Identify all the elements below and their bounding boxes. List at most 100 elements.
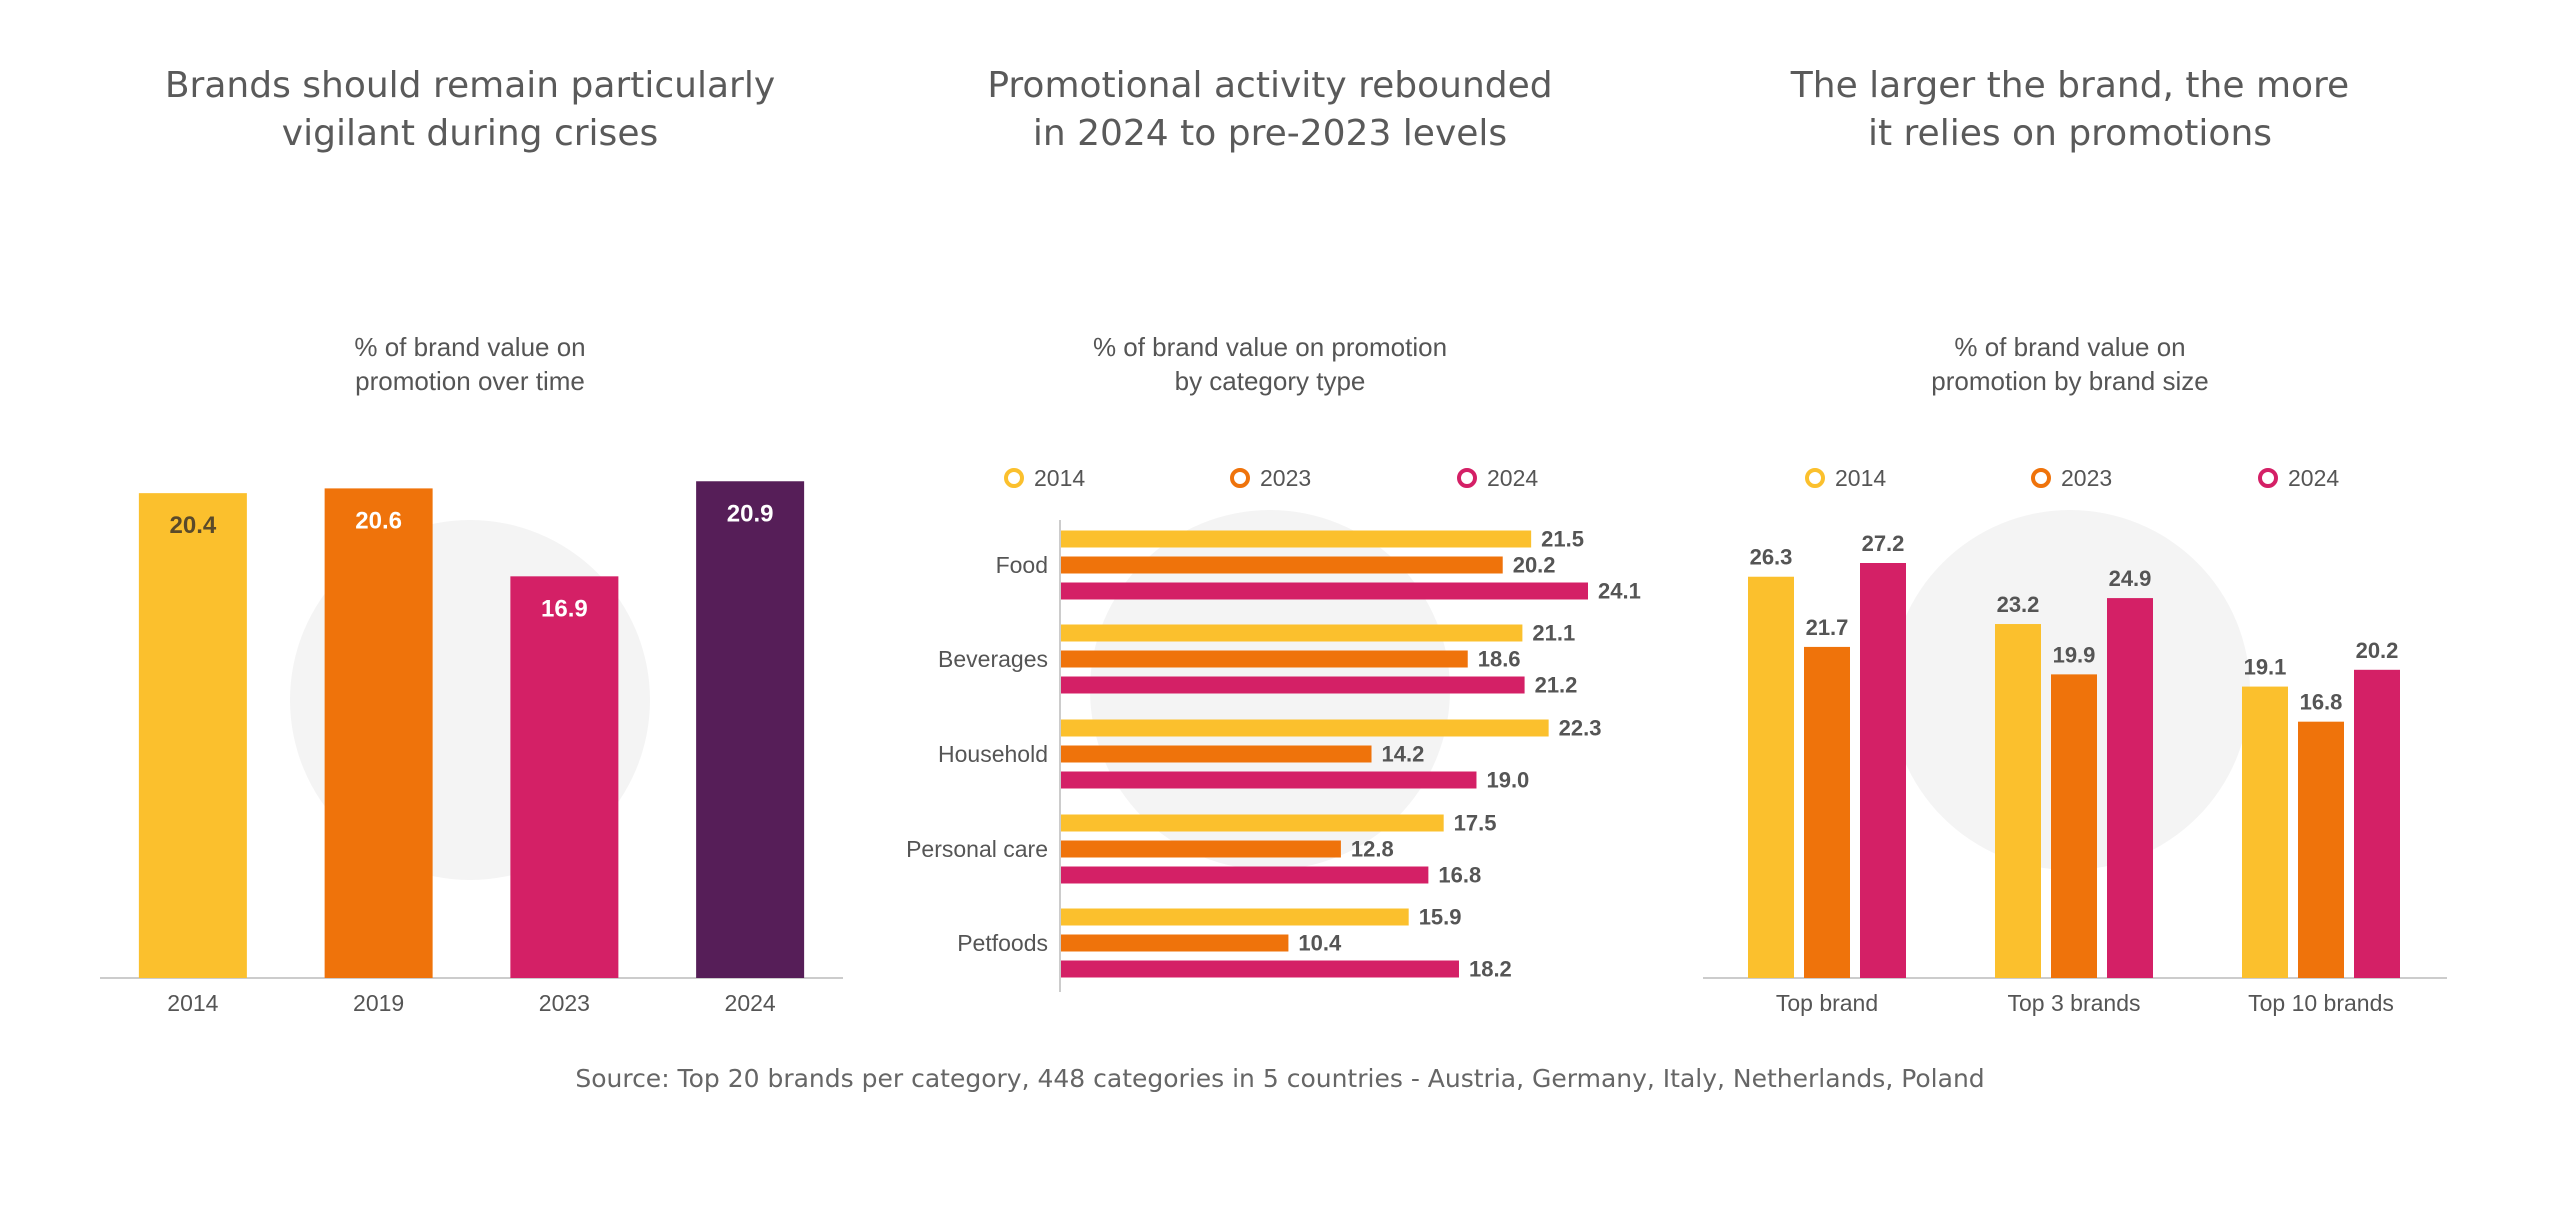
category-label: Household [938, 741, 1048, 767]
panel-headline: The larger the brand, the more it relies… [1790, 65, 2350, 154]
chart-subtitle: % of brand value on promotion by brand s… [1931, 332, 2209, 396]
category-label: Food [996, 552, 1048, 578]
data-label: 20.6 [355, 507, 402, 534]
data-label: 19.0 [1486, 768, 1529, 793]
x-tick-label: Top 10 brands [2248, 990, 2394, 1016]
data-label: 20.2 [1513, 553, 1556, 578]
data-label: 21.7 [1806, 615, 1849, 640]
source-note: Source: Top 20 brands per category, 448 … [575, 1064, 1985, 1093]
chart-subtitle: % of brand value on promotion over time [354, 332, 586, 396]
data-label: 20.4 [170, 512, 217, 539]
bar-top-10-brands-2024 [2354, 669, 2400, 978]
category-label: Petfoods [957, 930, 1048, 956]
bar-food-2023 [1061, 556, 1503, 574]
bar-2014 [138, 493, 247, 978]
bar-beverages-2014 [1061, 624, 1523, 642]
legend-label: 2023 [1260, 465, 1311, 491]
bar-petfoods-2024 [1061, 960, 1459, 978]
bar-household-2024 [1061, 771, 1477, 789]
legend-item-2014: 2014 [1805, 465, 1886, 491]
legend-label: 2024 [2288, 465, 2339, 491]
data-label: 23.2 [1997, 592, 2040, 617]
bar-2019 [324, 488, 433, 978]
chart-subtitle: % of brand value on promotion by categor… [1092, 332, 1448, 396]
bar-2023 [510, 576, 619, 978]
bar-2024 [696, 481, 805, 978]
legend-marker [2258, 468, 2278, 488]
x-tick-label: 2024 [725, 990, 776, 1016]
data-label: 17.5 [1454, 811, 1497, 836]
data-label: 10.4 [1298, 931, 1342, 956]
legend-marker [2031, 468, 2051, 488]
bar-beverages-2024 [1061, 676, 1525, 694]
bar-petfoods-2014 [1061, 908, 1409, 926]
legend-item-2023: 2023 [2031, 465, 2112, 491]
bar-household-2023 [1061, 745, 1372, 763]
legend-label: 2024 [1487, 465, 1538, 491]
data-label: 21.2 [1535, 673, 1578, 698]
chart-bar-over-time: 20.4 2014 20.6 2019 16.9 2023 20.9 2024 [100, 481, 843, 1016]
data-label: 18.2 [1469, 957, 1512, 982]
data-label: 27.2 [1862, 531, 1905, 556]
data-label: 19.9 [2053, 642, 2096, 667]
data-label: 16.8 [2300, 690, 2343, 715]
data-label: 15.9 [1419, 905, 1462, 930]
panel-headline: Promotional activity rebounded in 2024 t… [987, 65, 1553, 154]
panel-promotion-by-category: Promotional activity rebounded in 2024 t… [820, 0, 1720, 1227]
data-label: 20.2 [2356, 638, 2399, 663]
bar-top-3-brands-2024 [2107, 598, 2153, 978]
bar-household-2014 [1061, 719, 1549, 737]
bar-top-10-brands-2014 [2242, 686, 2288, 978]
bar-petfoods-2023 [1061, 934, 1289, 952]
bar-personal-care-2023 [1061, 840, 1341, 858]
legend-item-2024: 2024 [2258, 465, 2339, 491]
bar-personal-care-2014 [1061, 814, 1444, 832]
x-tick-label: 2014 [167, 990, 218, 1016]
legend-marker [1230, 468, 1250, 488]
legend-item-2014: 2014 [1004, 465, 1085, 491]
panel-headline: Brands should remain particularly vigila… [164, 65, 776, 154]
chart-grouped-bar-by-brand-size: 2014 2023 2024 26.3 21.7 27.2 Top brand 23.2 19.… [1703, 465, 2447, 1016]
x-tick-label: 2023 [539, 990, 590, 1016]
legend-marker [1805, 468, 1825, 488]
bar-food-2014 [1061, 530, 1532, 548]
x-tick-label: 2019 [353, 990, 404, 1016]
bar-top-3-brands-2023 [2051, 674, 2097, 978]
bar-top-brand-2024 [1860, 563, 1906, 978]
category-label: Personal care [906, 836, 1048, 862]
legend-label: 2023 [2061, 465, 2112, 491]
data-label: 19.1 [2244, 655, 2287, 680]
bar-personal-care-2024 [1061, 866, 1429, 884]
data-label: 24.9 [2109, 566, 2152, 591]
panel-promotion-over-time: Brands should remain particularly vigila… [0, 0, 940, 1227]
bar-top-brand-2014 [1748, 576, 1794, 978]
legend-marker [1004, 468, 1024, 488]
category-label: Beverages [938, 646, 1048, 672]
chart-hbar-by-category: 2014 2023 2024 Food 21.520.2 24.1 Beverages 21.… [906, 465, 1641, 992]
data-label: 20.9 [727, 500, 774, 527]
data-label: 26.3 [1750, 545, 1793, 570]
legend-item-2023: 2023 [1230, 465, 1311, 491]
data-label: 12.8 [1351, 837, 1394, 862]
legend-item-2024: 2024 [1457, 465, 1538, 491]
bar-top-brand-2023 [1804, 646, 1850, 978]
bar-top-3-brands-2014 [1995, 624, 2041, 978]
data-label: 21.1 [1532, 621, 1575, 646]
legend-label: 2014 [1835, 465, 1886, 491]
data-label: 16.9 [541, 595, 588, 622]
bar-beverages-2023 [1061, 650, 1468, 668]
data-label: 16.8 [1438, 863, 1481, 888]
data-label: 22.3 [1559, 716, 1602, 741]
bar-top-10-brands-2023 [2298, 721, 2344, 978]
x-tick-label: Top 3 brands [2008, 990, 2141, 1016]
legend-label: 2014 [1034, 465, 1085, 491]
data-label: 14.2 [1382, 742, 1425, 767]
bar-food-2024 [1061, 582, 1588, 600]
data-label: 24.1 [1598, 579, 1641, 604]
panel-promotion-by-brand-size: The larger the brand, the more it relies… [1620, 0, 2520, 1227]
data-label: 21.5 [1541, 527, 1584, 552]
x-tick-label: Top brand [1776, 990, 1878, 1016]
legend-marker [1457, 468, 1477, 488]
data-label: 18.6 [1478, 647, 1521, 672]
